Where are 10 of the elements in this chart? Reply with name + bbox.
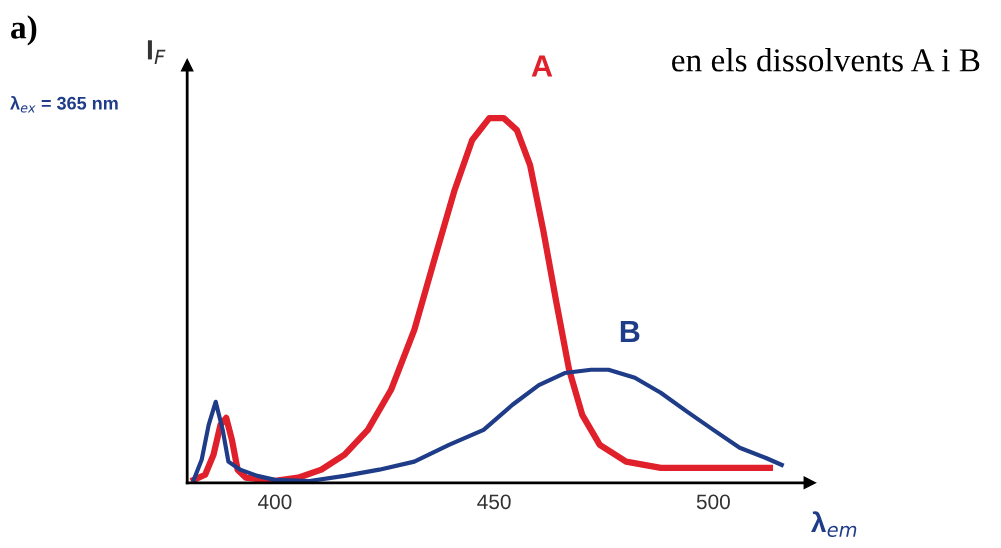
x-tick-label: 400 bbox=[257, 494, 292, 510]
text: a) bbox=[11, 15, 37, 46]
y-axis-title: I$_{F}$ bbox=[147, 40, 166, 64]
series-label: A bbox=[531, 55, 553, 77]
series-label: B bbox=[620, 320, 640, 342]
x-axis-title: λ$_{em}$ bbox=[811, 511, 857, 537]
x-tick-label: 450 bbox=[477, 494, 511, 510]
x-tick-label: 500 bbox=[696, 494, 730, 510]
text: λ$_{ex}$ = 365 nm bbox=[10, 95, 118, 113]
chart-title: en els dissolvents A i B bbox=[672, 48, 980, 72]
